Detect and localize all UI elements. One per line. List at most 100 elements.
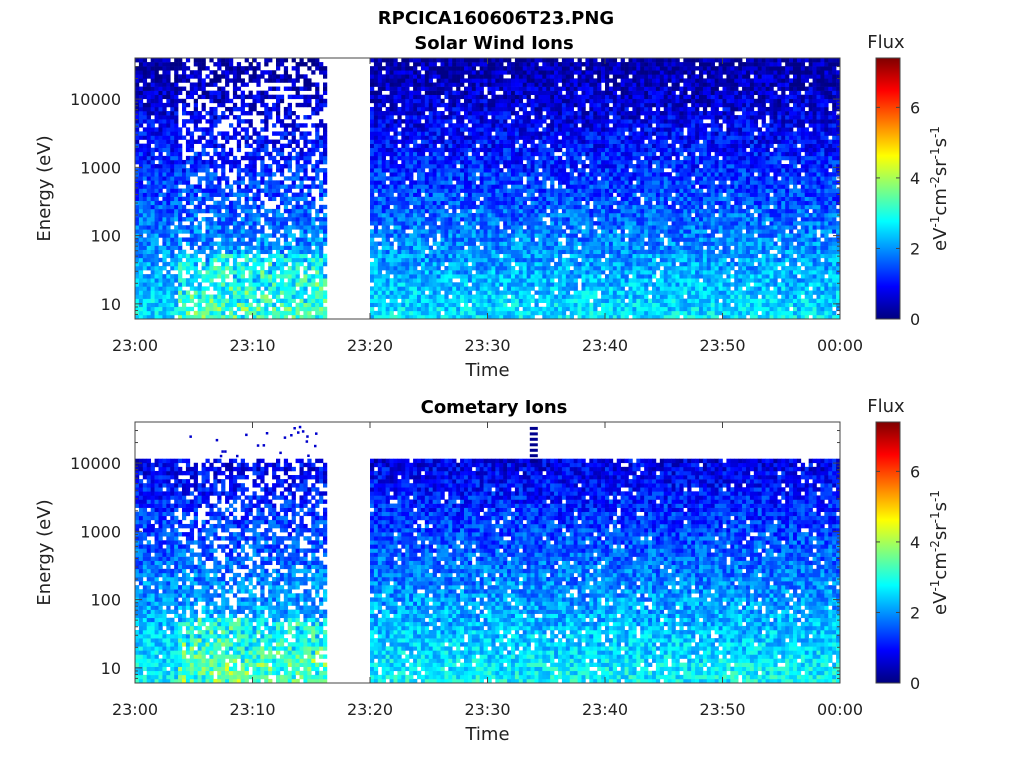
heatmap-cell <box>178 249 183 255</box>
heatmap-cell <box>166 253 171 259</box>
heatmap-cell <box>232 135 238 140</box>
heatmap-cell <box>373 282 379 287</box>
heatmap-cell <box>377 270 383 275</box>
heatmap-cell <box>514 147 520 153</box>
heatmap-cell <box>432 139 437 144</box>
heatmap-cell <box>221 155 226 161</box>
heatmap-cell <box>150 200 155 206</box>
heatmap-cell <box>467 172 473 177</box>
heatmap-cell <box>409 115 414 120</box>
heatmap-cell <box>467 139 473 144</box>
heatmap-cell <box>417 233 422 238</box>
heatmap-cell <box>444 168 449 173</box>
heatmap-cell <box>185 66 191 71</box>
heatmap-cell <box>189 241 195 246</box>
heatmap-cell <box>319 286 324 291</box>
heatmap-cell <box>389 111 394 116</box>
heatmap-cell <box>174 111 179 116</box>
heatmap-cell <box>534 159 539 165</box>
heatmap-cell <box>522 111 527 116</box>
heatmap-cell <box>397 278 402 283</box>
heatmap-cell <box>448 184 453 189</box>
heatmap-cell <box>252 233 257 238</box>
heatmap-cell <box>185 212 191 218</box>
heatmap-cell <box>518 188 524 193</box>
heatmap-cell <box>417 123 422 128</box>
heatmap-cell <box>252 180 257 185</box>
heatmap-cell <box>530 257 535 263</box>
heatmap-cell <box>295 217 300 222</box>
heatmap-cell <box>483 274 488 279</box>
heatmap-cell <box>530 274 535 279</box>
heatmap-cell <box>370 302 375 308</box>
heatmap-cell <box>440 168 445 173</box>
heatmap-cell <box>185 294 191 299</box>
heatmap-cell <box>142 86 148 91</box>
heatmap-cell <box>464 249 469 255</box>
heatmap-cell <box>491 241 496 246</box>
heatmap-cell <box>487 200 492 206</box>
heatmap-cell <box>385 111 390 116</box>
heatmap-cell <box>495 127 500 132</box>
heatmap-cell <box>142 147 148 153</box>
heatmap-cell <box>260 282 265 287</box>
heatmap-cell <box>244 241 249 246</box>
heatmap-cell <box>417 172 422 177</box>
heatmap-cell <box>503 208 508 214</box>
heatmap-cell <box>225 290 230 295</box>
heatmap-cell <box>507 155 512 161</box>
heatmap-cell <box>499 123 504 128</box>
heatmap-cell <box>534 265 539 271</box>
heatmap-cell <box>256 131 261 136</box>
heatmap-cell <box>436 119 441 124</box>
heatmap-cell <box>448 180 453 185</box>
heatmap-cell <box>154 115 159 120</box>
heatmap-cell <box>377 164 383 169</box>
heatmap-cell <box>518 310 524 316</box>
heatmap-cell <box>205 233 210 238</box>
heatmap-cell <box>146 229 151 234</box>
heatmap-cell <box>393 306 398 312</box>
heatmap-cell <box>260 233 265 238</box>
heatmap-cell <box>456 115 461 120</box>
heatmap-cell <box>323 70 328 75</box>
heatmap-cell <box>189 229 195 234</box>
heatmap-cell <box>283 115 289 120</box>
heatmap-cell <box>428 306 433 312</box>
heatmap-cell <box>142 66 148 71</box>
heatmap-cell <box>182 180 187 185</box>
heatmap-cell <box>413 208 418 214</box>
heatmap-cell <box>158 204 163 210</box>
heatmap-cell <box>138 147 144 153</box>
heatmap-cell <box>448 135 453 140</box>
heatmap-cell <box>370 70 375 75</box>
heatmap-cell <box>436 286 441 291</box>
heatmap-cell <box>189 74 195 79</box>
heatmap-cell <box>424 188 430 193</box>
heatmap-cell <box>499 278 504 283</box>
heatmap-cell <box>201 164 206 169</box>
heatmap-cell <box>413 290 418 295</box>
heatmap-cell <box>487 119 492 124</box>
heatmap-cell <box>236 204 242 210</box>
heatmap-cell <box>514 188 520 193</box>
heatmap-cell <box>315 58 320 63</box>
heatmap-cell <box>452 225 457 230</box>
heatmap-cell <box>142 168 148 173</box>
heatmap-cell <box>182 253 187 259</box>
heatmap-cell <box>436 115 441 120</box>
heatmap-cell <box>452 74 457 79</box>
heatmap-cell <box>405 172 410 177</box>
heatmap-cell <box>197 294 202 299</box>
heatmap-cell <box>209 306 214 312</box>
heatmap-cell <box>456 196 461 202</box>
heatmap-cell <box>511 310 516 316</box>
heatmap-cell <box>424 294 430 299</box>
heatmap-cell <box>440 86 445 91</box>
heatmap-cell <box>475 302 480 308</box>
heatmap-cell <box>456 217 461 222</box>
heatmap-cell <box>377 168 383 173</box>
heatmap-cell <box>256 310 261 316</box>
heatmap-cell <box>436 298 441 303</box>
heatmap-cell <box>514 204 520 210</box>
